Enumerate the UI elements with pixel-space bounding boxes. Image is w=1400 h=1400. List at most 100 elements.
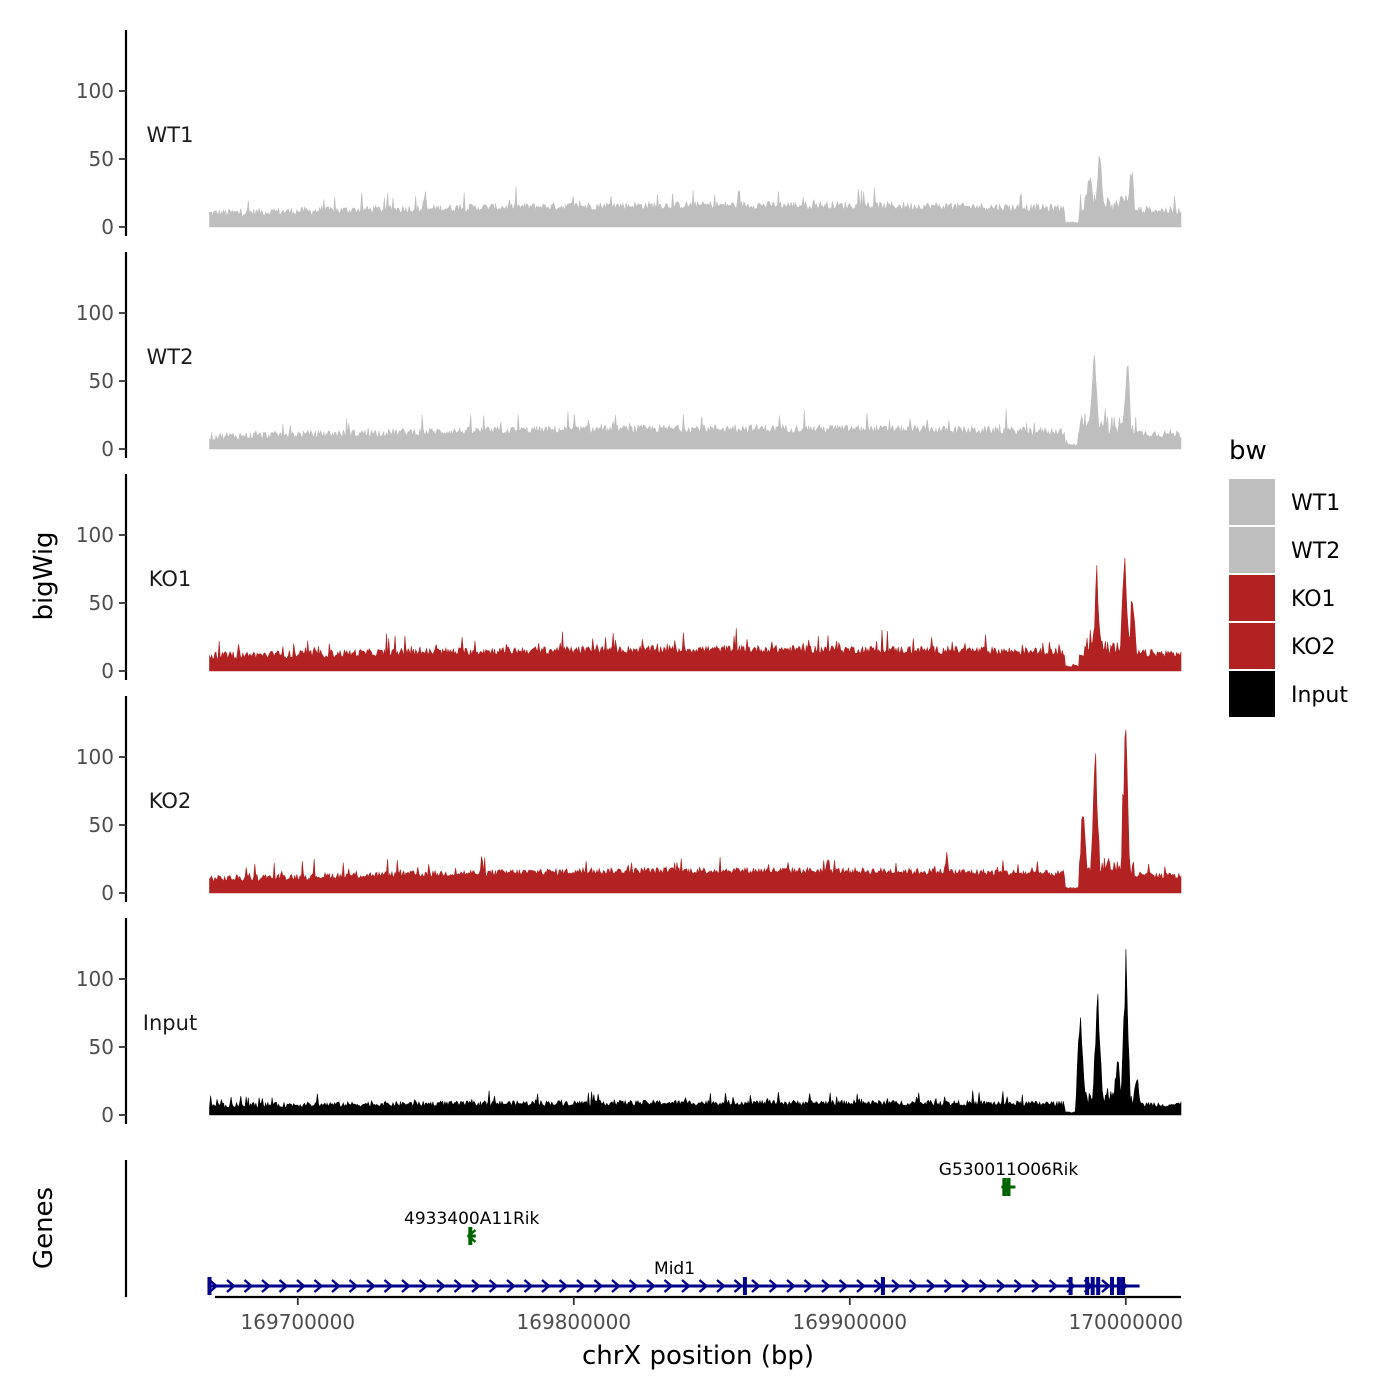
exon (880, 1277, 885, 1295)
exon (1006, 1178, 1011, 1196)
x-tick-label: 169900000 (793, 1310, 908, 1334)
legend: bw WT1 WT2 KO1 KO2 Input (1229, 436, 1348, 717)
tracks-layer: 0 50 100 WT1 0 50 100 WT2 0 50 100 KO1 0 50 100 KO2 0 50 1… (76, 30, 1182, 1127)
track-panel-input: 0 50 100 Input (76, 918, 1182, 1127)
x-tick-label: 169700000 (241, 1310, 356, 1334)
legend-item-ko2: KO2 (1229, 623, 1336, 669)
y-tick-label: 0 (101, 659, 114, 683)
genes-axis-title: Genes (29, 1187, 59, 1269)
exon (1121, 1277, 1126, 1295)
strand-arrow (576, 1279, 586, 1293)
track-panel-wt2: 0 50 100 WT2 (76, 252, 1182, 461)
gene-label: G530011O06Rik (939, 1160, 1079, 1180)
strand-arrow (1101, 1279, 1111, 1293)
legend-label: KO1 (1291, 587, 1336, 612)
exon (1096, 1277, 1101, 1295)
strand-arrow (838, 1279, 849, 1293)
y-tick-label: 50 (89, 147, 114, 171)
legend-label: WT2 (1291, 539, 1340, 564)
gene-label: Mid1 (654, 1259, 695, 1279)
y-tick-label: 100 (76, 79, 114, 103)
strand-arrow (803, 1279, 814, 1293)
y-tick-label: 100 (76, 967, 114, 991)
x-axis: 169700000 169800000 169900000 170000000 (215, 1295, 1184, 1334)
y-tick-label: 50 (89, 813, 114, 837)
strand-arrow (908, 1279, 919, 1293)
legend-swatch (1229, 527, 1275, 573)
strand-arrow (593, 1279, 604, 1293)
strand-arrow (453, 1279, 464, 1293)
legend-item-input: Input (1229, 671, 1348, 717)
strand-arrow (366, 1279, 376, 1293)
strand-arrow (488, 1279, 499, 1293)
strand-arrow (436, 1279, 446, 1293)
y-tick-label: 100 (76, 745, 114, 769)
strand-arrow (331, 1279, 341, 1293)
strand-arrow (1031, 1279, 1041, 1293)
track-label: KO1 (149, 567, 192, 591)
strand-arrow (243, 1279, 254, 1293)
gene-mid1: Mid1 (207, 1259, 1140, 1295)
exon (207, 1277, 212, 1295)
strand-arrow (716, 1279, 726, 1293)
strand-arrow (961, 1279, 971, 1293)
strand-arrow (226, 1279, 236, 1293)
y-tick-label: 50 (89, 369, 114, 393)
track-label: Input (143, 1011, 197, 1035)
exon (742, 1277, 747, 1295)
exon (1116, 1277, 1121, 1295)
y-axis-title: bigWig (29, 531, 59, 620)
strand-arrow (663, 1279, 674, 1293)
gene-g530011o06rik: G530011O06Rik (939, 1160, 1079, 1196)
legend-swatch (1229, 575, 1275, 621)
exon (1090, 1277, 1095, 1295)
y-tick-label: 100 (76, 301, 114, 325)
y-tick-label: 0 (101, 437, 114, 461)
y-tick-label: 100 (76, 523, 114, 547)
track-label: KO2 (149, 789, 192, 813)
x-tick-label: 170000000 (1069, 1310, 1184, 1334)
signal-area-wt1 (209, 155, 1182, 228)
strand-arrow (558, 1279, 569, 1293)
legend-swatch (1229, 479, 1275, 525)
strand-arrow (418, 1279, 429, 1293)
strand-arrow (313, 1279, 324, 1293)
track-panel-ko1: 0 50 100 KO1 (76, 474, 1182, 683)
legend-item-wt1: WT1 (1229, 479, 1340, 525)
strand-arrow (996, 1279, 1006, 1293)
gene-4933400a11rik: 4933400A11Rik (404, 1209, 540, 1245)
strand-arrow (628, 1279, 639, 1293)
strand-arrow (786, 1279, 796, 1293)
x-axis-title: chrX position (bp) (582, 1341, 814, 1371)
strand-arrow (611, 1279, 621, 1293)
strand-arrow (698, 1279, 709, 1293)
strand-arrow (821, 1279, 831, 1293)
legend-item-wt2: WT2 (1229, 527, 1340, 573)
y-tick-label: 0 (101, 1103, 114, 1127)
exon (1110, 1277, 1114, 1295)
strand-arrow (1048, 1279, 1059, 1293)
signal-area-ko1 (209, 557, 1182, 672)
strand-arrow (751, 1279, 761, 1293)
strand-arrow (926, 1279, 936, 1293)
track-label: WT1 (147, 123, 194, 147)
strand-arrow (1013, 1279, 1024, 1293)
strand-arrow (348, 1279, 359, 1293)
strand-arrow (506, 1279, 516, 1293)
legend-item-ko1: KO1 (1229, 575, 1336, 621)
track-panel-ko2: 0 50 100 KO2 (76, 696, 1182, 905)
strand-arrow (278, 1279, 289, 1293)
strand-arrow (401, 1279, 411, 1293)
legend-label: KO2 (1291, 635, 1336, 660)
y-tick-label: 0 (101, 215, 114, 239)
signal-area-wt2 (209, 355, 1182, 450)
y-tick-label: 0 (101, 881, 114, 905)
gene-label: 4933400A11Rik (404, 1209, 540, 1229)
strand-arrow (856, 1279, 866, 1293)
exon (1085, 1277, 1090, 1295)
strand-arrow (943, 1279, 954, 1293)
exon (1068, 1277, 1073, 1295)
track-panel-wt1: 0 50 100 WT1 (76, 30, 1182, 239)
strand-arrow (768, 1279, 779, 1293)
legend-swatch (1229, 623, 1275, 669)
